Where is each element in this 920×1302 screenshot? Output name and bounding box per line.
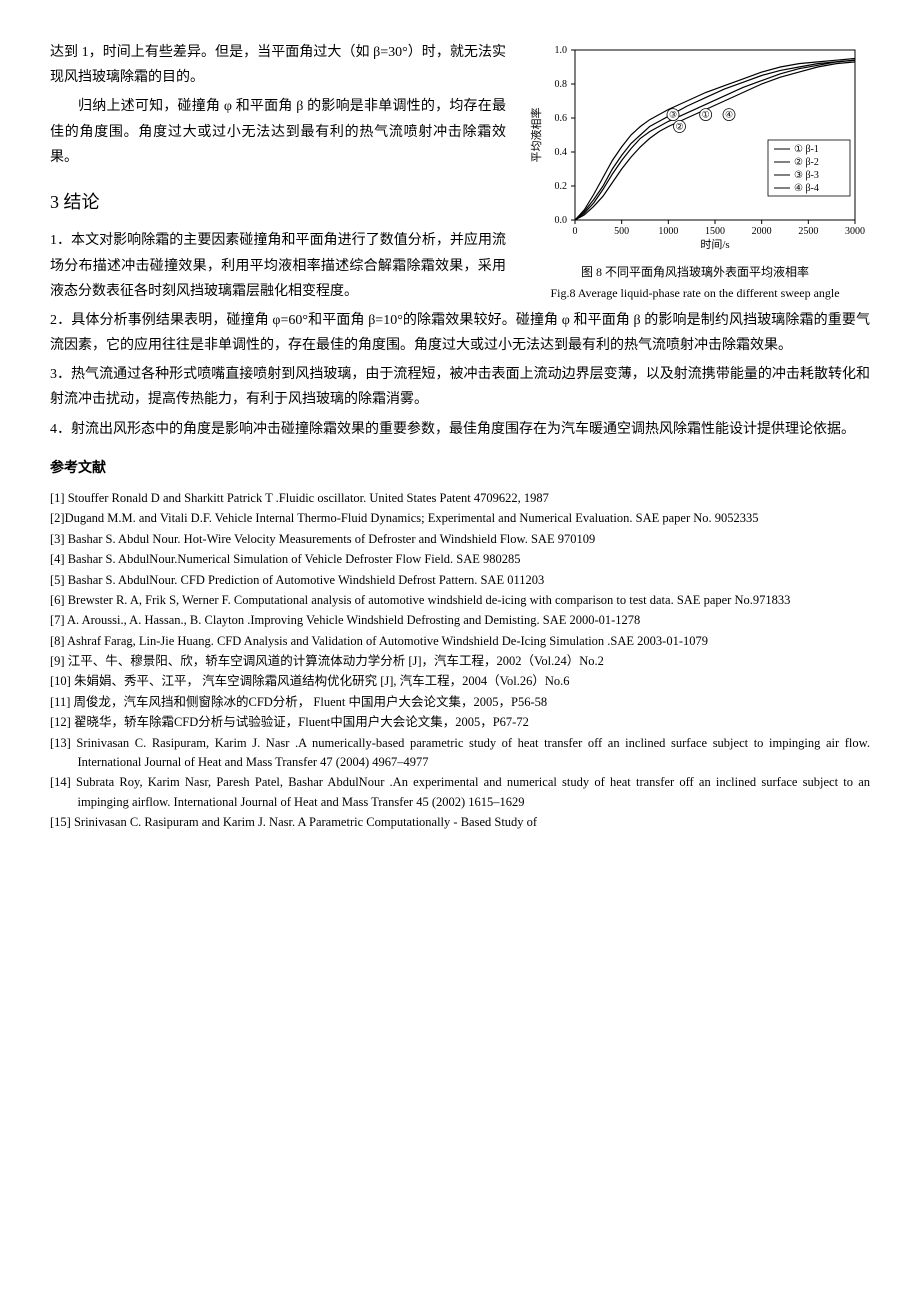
svg-text:3000: 3000 (845, 226, 865, 237)
reference-item: [8] Ashraf Farag, Lin-Jie Huang. CFD Ana… (50, 632, 870, 651)
reference-item: [7] A. Aroussi., A. Hassan., B. Clayton … (50, 611, 870, 630)
svg-text:0: 0 (573, 226, 578, 237)
svg-text:②: ② (675, 122, 683, 132)
svg-text:1000: 1000 (658, 226, 678, 237)
reference-item: [14] Subrata Roy, Karim Nasr, Paresh Pat… (50, 773, 870, 812)
figure-8-chart: 0.0 0.2 0.4 0.6 0.8 1.0 0 500 1000 1500 2000 2500 30… (520, 40, 870, 260)
svg-text:0.4: 0.4 (555, 147, 568, 158)
svg-text:0.0: 0.0 (555, 215, 568, 226)
reference-item: [2]Dugand M.M. and Vitali D.F. Vehicle I… (50, 509, 870, 528)
svg-text:平均液相率: 平均液相率 (529, 108, 543, 163)
svg-text:1500: 1500 (705, 226, 725, 237)
reference-item: [6] Brewster R. A, Frik S, Werner F. Com… (50, 591, 870, 610)
conclusion-4: 4．射流出风形态中的角度是影响冲击碰撞除霜效果的重要参数，最佳角度围存在为汽车暖… (50, 417, 870, 442)
svg-text:① β-1: ① β-1 (794, 144, 819, 155)
reference-item: [10] 朱娟娟、秀平、江平， 汽车空调除霜风道结构优化研究 [J], 汽车工程… (50, 672, 870, 691)
reference-item: [11] 周俊龙，汽车风挡和侧窗除冰的CFD分析， Fluent 中国用户大会论… (50, 693, 870, 712)
svg-text:0.2: 0.2 (555, 181, 568, 192)
reference-item: [5] Bashar S. AbdulNour. CFD Prediction … (50, 571, 870, 590)
svg-text:④: ④ (725, 110, 733, 120)
svg-text:③: ③ (669, 110, 677, 120)
references-heading: 参考文献 (50, 456, 870, 481)
top-section: 0.0 0.2 0.4 0.6 0.8 1.0 0 500 1000 1500 2000 2500 30… (50, 40, 870, 308)
conclusion-3: 3．热气流通过各种形式喷嘴直接喷射到风挡玻璃，由于流程短，被冲击表面上流动边界层… (50, 362, 870, 412)
reference-item: [9] 江平、牛、穆景阳、欣，轿车空调风道的计算流体动力学分析 [J]，汽车工程… (50, 652, 870, 671)
figure-8-caption-en: Fig.8 Average liquid-phase rate on the d… (520, 285, 870, 302)
reference-item: [13] Srinivasan C. Rasipuram, Karim J. N… (50, 734, 870, 773)
svg-text:② β-2: ② β-2 (794, 157, 819, 168)
svg-text:④ β-4: ④ β-4 (794, 183, 819, 194)
reference-item: [12] 翟晓华，轿车除霜CFD分析与试验验证，Fluent中国用户大会论文集，… (50, 713, 870, 732)
reference-item: [4] Bashar S. AbdulNour.Numerical Simula… (50, 550, 870, 569)
svg-text:③ β-3: ③ β-3 (794, 170, 819, 181)
svg-text:0.6: 0.6 (555, 113, 568, 124)
svg-text:时间/s: 时间/s (700, 238, 729, 251)
svg-text:500: 500 (614, 226, 629, 237)
reference-item: [1] Stouffer Ronald D and Sharkitt Patri… (50, 489, 870, 508)
figure-8-caption-cn: 图 8 不同平面角风挡玻璃外表面平均液相率 (520, 264, 870, 281)
svg-text:0.8: 0.8 (555, 79, 568, 90)
references-list: [1] Stouffer Ronald D and Sharkitt Patri… (50, 489, 870, 832)
svg-text:①: ① (702, 110, 710, 120)
conclusion-2: 2．具体分析事例结果表明，碰撞角 φ=60°和平面角 β=10°的除霜效果较好。… (50, 308, 870, 358)
reference-item: [15] Srinivasan C. Rasipuram and Karim J… (50, 813, 870, 832)
svg-text:2000: 2000 (752, 226, 772, 237)
svg-text:2500: 2500 (798, 226, 818, 237)
svg-text:1.0: 1.0 (555, 45, 568, 56)
figure-8-block: 0.0 0.2 0.4 0.6 0.8 1.0 0 500 1000 1500 2000 2500 30… (520, 40, 870, 302)
reference-item: [3] Bashar S. Abdul Nour. Hot-Wire Veloc… (50, 530, 870, 549)
